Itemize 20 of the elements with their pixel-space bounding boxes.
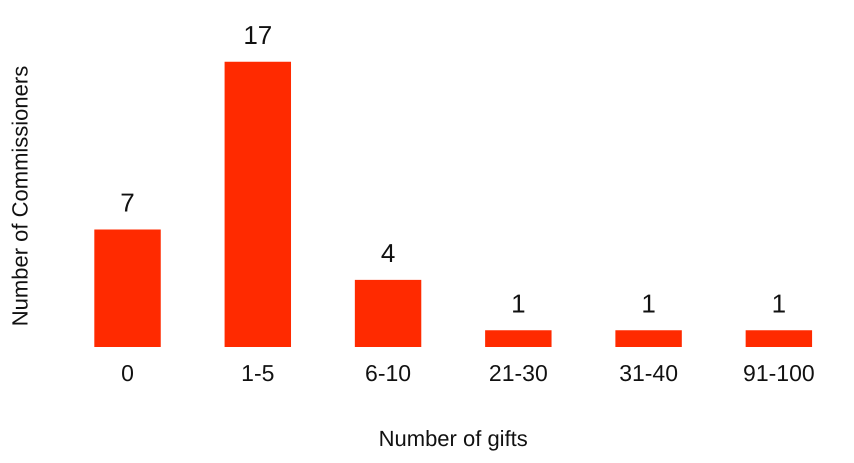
x-tick-label: 91-100 (743, 360, 815, 386)
data-label: 4 (380, 238, 396, 268)
bar (485, 330, 552, 347)
bar (224, 62, 292, 347)
x-axis-title: Number of gifts (378, 426, 528, 451)
bar (746, 330, 812, 347)
data-label: 1 (511, 288, 526, 318)
bar (354, 280, 422, 347)
x-tick-label: 1-5 (241, 360, 274, 386)
x-tick-label: 0 (121, 360, 134, 386)
y-axis-title: Number of Commissioners (7, 66, 32, 326)
data-label: 1 (772, 288, 786, 318)
bar (615, 330, 682, 347)
data-label: 7 (120, 188, 135, 218)
bar (94, 230, 161, 347)
x-tick-label: 31-40 (619, 360, 678, 386)
x-tick-label: 21-30 (488, 360, 548, 386)
x-tick-label: 6-10 (365, 360, 412, 386)
data-label: 1 (641, 288, 656, 318)
data-label: 17 (243, 20, 272, 50)
